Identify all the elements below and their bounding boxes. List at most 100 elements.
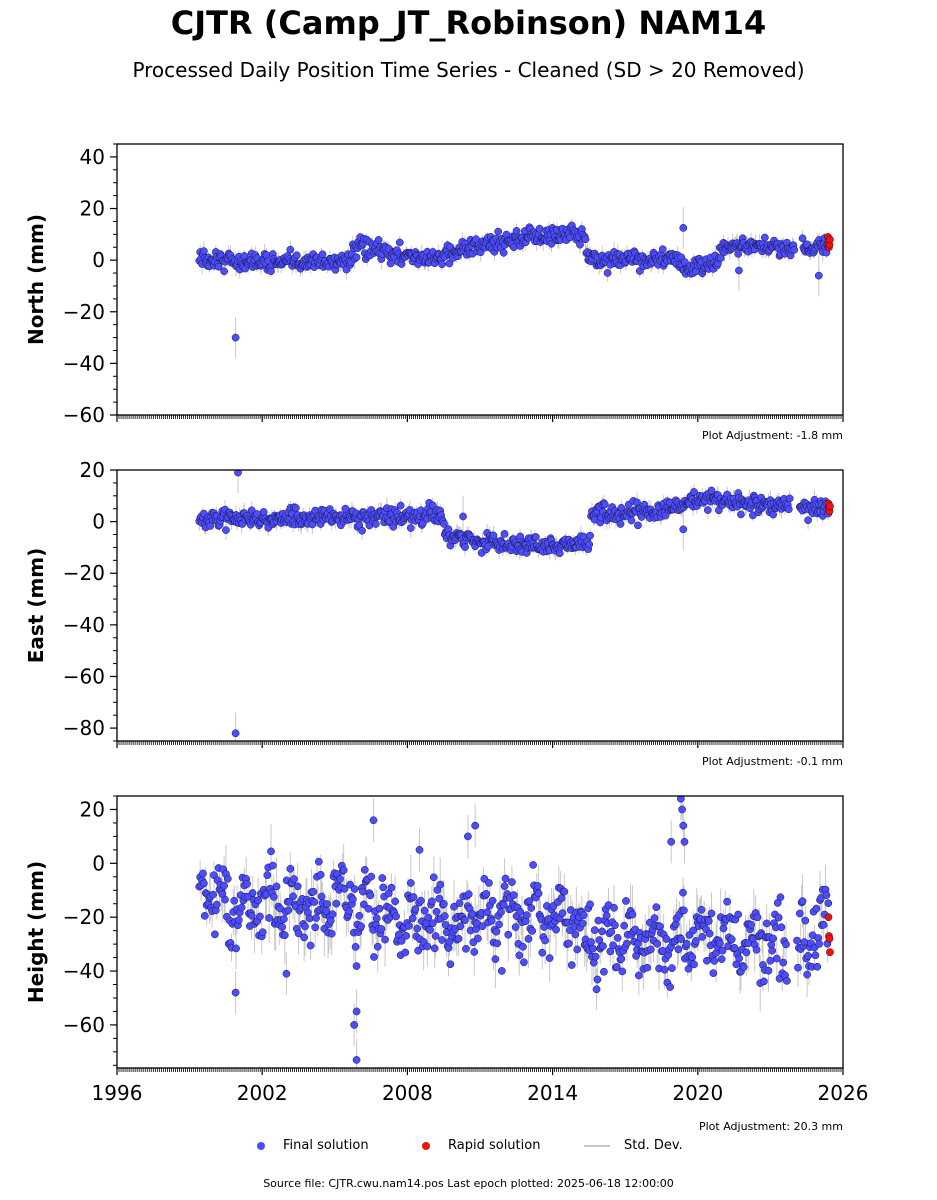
final-solution-point xyxy=(292,251,301,260)
final-solution-point xyxy=(429,873,438,882)
x-tick-label: 2026 xyxy=(818,1081,869,1105)
y-tick-label: 0 xyxy=(92,248,105,272)
final-solution-point xyxy=(752,945,761,954)
final-solution-point xyxy=(265,914,274,922)
final-solution-outlier xyxy=(231,729,240,738)
final-solution-point xyxy=(367,872,376,881)
final-solution-point xyxy=(581,235,590,244)
final-solution-outlier xyxy=(679,224,688,232)
final-solution-point xyxy=(710,957,719,965)
plot-adjustment-label: Plot Adjustment: 20.3 mm xyxy=(699,1120,843,1133)
final-solution-point xyxy=(234,916,243,924)
final-solution-point xyxy=(804,952,812,960)
final-solution-point xyxy=(432,907,441,916)
final-solution-point xyxy=(717,955,726,963)
final-solution-point xyxy=(401,948,410,957)
final-solution-point xyxy=(200,879,208,888)
final-solution-point xyxy=(247,911,256,920)
final-solution-point xyxy=(454,934,463,943)
final-solution-point xyxy=(499,248,508,257)
final-solution-point xyxy=(587,938,595,946)
final-solution-point xyxy=(790,246,799,254)
final-solution-point xyxy=(794,963,802,972)
source-footer: Source file: CJTR.cwu.nam14.pos Last epo… xyxy=(263,1177,674,1190)
y-tick-label: −40 xyxy=(63,613,105,637)
std-dev-line-icon xyxy=(584,1144,610,1147)
y-tick-label: −40 xyxy=(63,959,105,983)
final-solution-point xyxy=(527,904,536,912)
final-solution-point xyxy=(430,944,439,953)
final-solution-point xyxy=(309,887,318,896)
final-solution-point xyxy=(268,861,277,870)
final-solution-point xyxy=(375,904,384,913)
final-solution-point xyxy=(494,227,502,236)
final-solution-point xyxy=(359,887,367,896)
final-solution-point xyxy=(340,884,349,893)
final-solution-point xyxy=(482,890,491,898)
final-solution-point xyxy=(680,906,688,915)
final-solution-point xyxy=(470,948,479,956)
final-solution-point xyxy=(762,919,771,928)
final-solution-point xyxy=(462,944,470,953)
final-solution-point xyxy=(578,919,587,928)
final-solution-point xyxy=(352,253,361,262)
final-solution-point xyxy=(237,903,246,912)
final-solution-point xyxy=(391,897,400,906)
final-solution-point xyxy=(585,540,594,549)
final-solution-point xyxy=(484,542,492,551)
final-solution-point xyxy=(573,945,582,954)
legend: Final solution Rapid solution Std. Dev. xyxy=(250,1138,710,1158)
final-solution-point xyxy=(603,269,612,277)
final-solution-point xyxy=(508,878,516,886)
final-solution-point xyxy=(609,941,617,950)
final-solution-point xyxy=(336,875,344,883)
final-solution-point xyxy=(643,963,651,972)
final-solution-point xyxy=(199,869,207,878)
final-solution-point xyxy=(358,526,366,535)
final-solution-point xyxy=(723,897,731,906)
final-solution-point xyxy=(500,882,509,891)
final-solution-outlier xyxy=(679,525,688,534)
final-solution-point xyxy=(824,899,833,908)
final-solution-point xyxy=(634,971,643,980)
final-solution-point xyxy=(798,897,807,905)
final-solution-point xyxy=(697,905,706,914)
final-solution-point xyxy=(737,510,745,519)
final-solution-point xyxy=(426,926,434,934)
final-solution-point xyxy=(783,976,791,985)
final-solution-point xyxy=(612,963,621,971)
final-solution-point xyxy=(327,929,336,938)
final-solution-point xyxy=(314,857,323,866)
final-solution-point xyxy=(524,935,533,943)
y-tick-label: 20 xyxy=(80,197,105,221)
final-solution-marker-icon xyxy=(257,1141,265,1150)
final-solution-point xyxy=(392,912,400,921)
final-solution-point xyxy=(381,935,389,944)
final-solution-point xyxy=(387,883,396,892)
final-solution-point xyxy=(703,506,712,514)
final-solution-point xyxy=(677,935,686,943)
final-solution-point xyxy=(522,911,531,920)
final-solution-point xyxy=(310,898,319,906)
final-solution-point xyxy=(511,923,520,931)
final-solution-outlier xyxy=(814,271,823,280)
rapid-solution-points xyxy=(824,233,834,252)
final-solution-point xyxy=(445,259,454,268)
plot-adjustment-label: Plot Adjustment: -0.1 mm xyxy=(702,755,843,768)
y-tick-label: −20 xyxy=(63,561,105,585)
y-tick-label: −40 xyxy=(63,351,105,375)
final-solution-point xyxy=(499,901,508,909)
final-solution-point xyxy=(424,913,433,922)
final-solution-point xyxy=(455,899,464,907)
final-solution-point xyxy=(747,920,755,929)
final-solution-point xyxy=(464,890,473,899)
final-solution-point xyxy=(628,910,637,919)
final-solution-point xyxy=(600,500,609,509)
final-solution-point xyxy=(668,964,676,972)
final-solution-point xyxy=(653,939,662,948)
final-solution-outlier xyxy=(677,796,685,803)
final-solution-point xyxy=(311,923,319,932)
final-solution-point xyxy=(351,943,360,951)
final-solution-outlier xyxy=(680,837,689,846)
